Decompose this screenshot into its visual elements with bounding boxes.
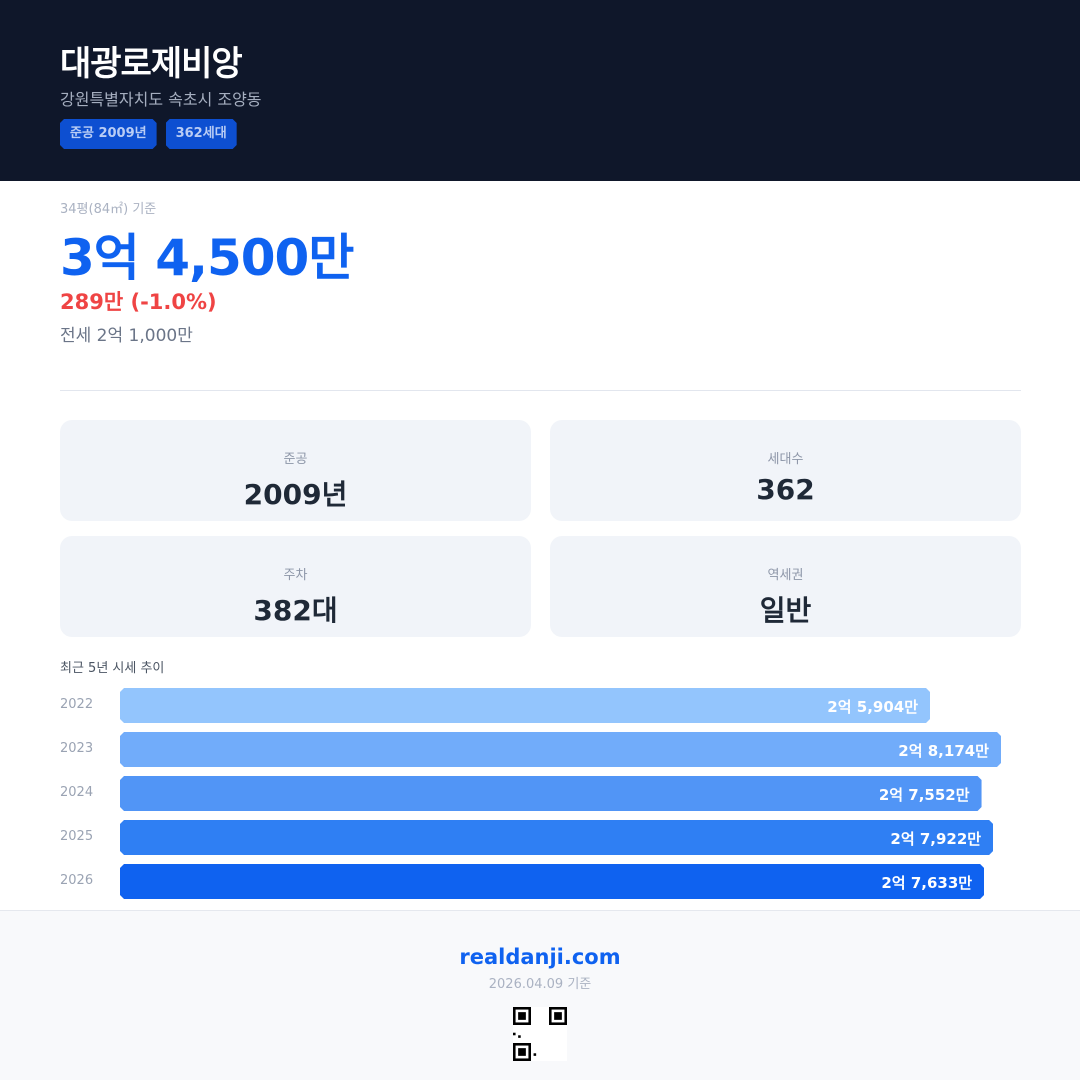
- bar-value-label: 2억 8,174만: [898, 742, 989, 760]
- address: 강원특별자치도 속초시 조양동: [60, 90, 262, 109]
- year-label: 2025: [60, 829, 94, 844]
- qr-code-icon: [513, 1007, 567, 1061]
- badge-households: 362세대: [166, 119, 237, 149]
- footer: realdanji.com 2026.04.09 기준: [0, 910, 1080, 1080]
- divider: [60, 390, 1021, 391]
- bar-value-label: 2억 5,904만: [827, 698, 919, 716]
- stat-value: 일반: [759, 594, 812, 627]
- stat-label: 준공: [283, 452, 308, 467]
- chart-row: 2022 2억 5,904만: [60, 688, 1020, 723]
- chart-row: 2024 2억 7,552만: [60, 776, 1020, 811]
- stat-value: 2009년: [243, 478, 348, 511]
- bar-value-label: 2억 7,552만: [878, 786, 970, 804]
- year-label: 2026: [60, 873, 94, 888]
- bar: 2억 5,904만: [120, 688, 930, 723]
- header: 대광로제비앙 강원특별자치도 속초시 조양동 준공 2009년 362세대: [0, 0, 1080, 181]
- bar-value-label: 2억 7,922만: [890, 830, 982, 848]
- year-label: 2024: [60, 785, 94, 800]
- chart-title: 최근 5년 시세 추이: [60, 661, 165, 676]
- bar: 2억 8,174만: [120, 732, 1001, 767]
- main-price: 3억 4,500만: [60, 229, 354, 287]
- bar: 2억 7,633만: [120, 864, 984, 899]
- stat-label: 역세권: [767, 568, 804, 583]
- year-label: 2023: [60, 741, 94, 756]
- price-change: 289만 (-1.0%): [60, 290, 217, 314]
- stat-card-built: 준공 2009년: [60, 420, 531, 521]
- stat-card-parking: 주차 382대: [60, 536, 531, 637]
- stat-label: 세대수: [767, 452, 804, 467]
- stat-value: 382대: [253, 594, 338, 627]
- bar-value-label: 2억 7,633만: [881, 874, 973, 892]
- jeonse-price: 전세 2억 1,000만: [60, 326, 193, 346]
- chart-row: 2025 2억 7,922만: [60, 820, 1020, 855]
- year-label: 2022: [60, 697, 94, 712]
- complex-title: 대광로제비앙: [60, 44, 243, 84]
- chart-row: 2023 2억 8,174만: [60, 732, 1020, 767]
- bar: 2억 7,552만: [120, 776, 982, 811]
- reference-date: 2026.04.09 기준: [488, 977, 592, 992]
- site-link[interactable]: realdanji.com: [459, 945, 621, 969]
- stat-label: 주차: [283, 568, 308, 583]
- stat-value: 362: [756, 473, 815, 506]
- chart-row: 2026 2억 7,633만: [60, 864, 1020, 899]
- badge-built-year: 준공 2009년: [60, 119, 157, 149]
- stat-card-households: 세대수 362: [550, 420, 1021, 521]
- price-basis: 34평(84㎡) 기준: [60, 202, 157, 217]
- bar: 2억 7,922만: [120, 820, 993, 855]
